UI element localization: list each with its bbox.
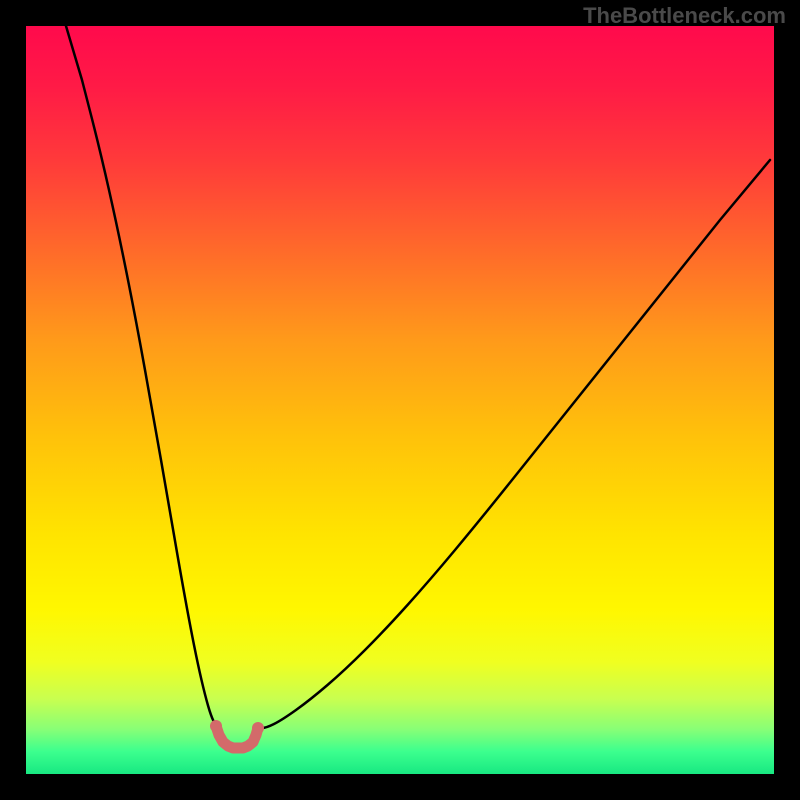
- plot-area: [26, 26, 774, 774]
- dip-marker: [216, 726, 258, 748]
- chart-frame: TheBottleneck.com: [0, 0, 800, 800]
- dip-marker-end-0: [210, 720, 222, 732]
- watermark-text: TheBottleneck.com: [583, 3, 786, 29]
- curve-right: [258, 160, 770, 728]
- curve-layer: [26, 26, 774, 774]
- dip-marker-end-1: [252, 722, 264, 734]
- curve-left: [66, 26, 216, 726]
